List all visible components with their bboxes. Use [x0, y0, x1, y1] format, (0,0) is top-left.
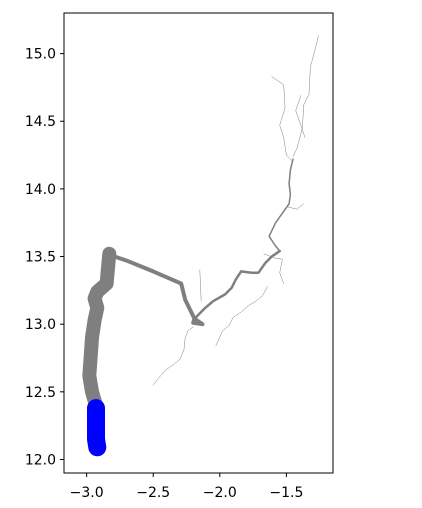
- y-tick-label: 12.0: [25, 452, 56, 468]
- series-line-11: [82, 246, 117, 413]
- y-tick-label: 14.0: [25, 182, 56, 198]
- series-line-8: [268, 158, 294, 252]
- series-line-9: [193, 249, 281, 321]
- series-line-7: [199, 269, 202, 302]
- x-tick-label: −2.5: [136, 485, 170, 501]
- series-line-0: [292, 35, 319, 157]
- series-line-10: [108, 253, 205, 327]
- series-line-3: [286, 203, 304, 210]
- y-axis-ticks: 12.0 12.5 13.0 13.5 14.0 14.5 15.0: [25, 47, 64, 468]
- series-line-12: [87, 399, 107, 457]
- plot-area: [82, 35, 319, 457]
- y-tick-label: 12.5: [25, 385, 56, 401]
- x-tick-label: −3.0: [70, 485, 104, 501]
- y-tick-label: 15.0: [25, 47, 56, 63]
- series-layer: [82, 35, 319, 457]
- series-line-6: [152, 326, 194, 386]
- y-tick-label: 13.0: [25, 317, 56, 333]
- y-tick-label: 14.5: [25, 114, 56, 130]
- axes-frame: [63, 12, 334, 474]
- x-tick-label: −2.0: [203, 485, 237, 501]
- x-tick-label: −1.5: [269, 485, 303, 501]
- series-line-1: [271, 76, 294, 163]
- y-tick-label: 13.5: [25, 250, 56, 266]
- series-line-2: [295, 95, 306, 138]
- x-axis-ticks: −3.0 −2.5 −2.0 −1.5: [70, 473, 303, 501]
- series-line-5: [215, 286, 268, 347]
